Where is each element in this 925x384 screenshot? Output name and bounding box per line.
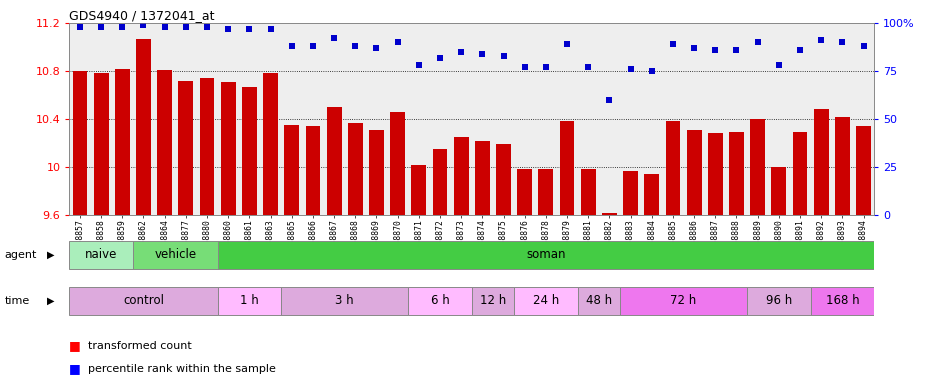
Bar (327, 107, 341, 215)
Bar (814, 109, 829, 215)
Text: agent: agent (5, 250, 37, 260)
Bar (284, 125, 299, 215)
Text: soman: soman (526, 248, 565, 261)
Bar (729, 132, 744, 215)
Text: ■: ■ (69, 362, 81, 375)
Bar (179, 81, 193, 215)
Bar (433, 149, 448, 215)
Bar (835, 117, 850, 215)
Bar (472, 287, 514, 315)
Text: transformed count: transformed count (88, 341, 191, 351)
Bar (217, 241, 874, 269)
Text: time: time (5, 296, 30, 306)
Bar (69, 241, 133, 269)
Bar (221, 82, 236, 215)
Bar (69, 287, 217, 315)
Bar (157, 70, 172, 215)
Text: ▶: ▶ (47, 250, 55, 260)
Bar (408, 287, 472, 315)
Bar (686, 130, 701, 215)
Bar (645, 174, 660, 215)
Text: 96 h: 96 h (766, 294, 792, 307)
Bar (217, 287, 281, 315)
Text: ■: ■ (69, 339, 81, 352)
Bar (136, 39, 151, 215)
Text: control: control (123, 294, 164, 307)
Bar (793, 132, 808, 215)
Bar (263, 73, 278, 215)
Bar (115, 69, 130, 215)
Bar (708, 134, 722, 215)
Bar (771, 167, 786, 215)
Text: GDS4940 / 1372041_at: GDS4940 / 1372041_at (68, 9, 214, 22)
Text: naive: naive (85, 248, 117, 261)
Bar (750, 119, 765, 215)
Bar (623, 170, 638, 215)
Bar (538, 169, 553, 215)
Bar (581, 169, 596, 215)
Bar (93, 73, 108, 215)
Bar (475, 141, 489, 215)
Bar (133, 241, 217, 269)
Text: 168 h: 168 h (825, 294, 859, 307)
Bar (390, 112, 405, 215)
Text: 3 h: 3 h (336, 294, 354, 307)
Text: percentile rank within the sample: percentile rank within the sample (88, 364, 276, 374)
Bar (412, 165, 426, 215)
Text: ▶: ▶ (47, 296, 55, 306)
Bar (369, 130, 384, 215)
Text: 6 h: 6 h (431, 294, 450, 307)
Text: 12 h: 12 h (480, 294, 506, 307)
Bar (517, 169, 532, 215)
Bar (242, 87, 257, 215)
Bar (560, 121, 574, 215)
Bar (200, 78, 215, 215)
Bar (665, 121, 681, 215)
Text: 48 h: 48 h (586, 294, 611, 307)
Bar (810, 287, 874, 315)
Bar (305, 126, 320, 215)
Bar (72, 71, 87, 215)
Text: 1 h: 1 h (240, 294, 259, 307)
Bar (496, 144, 511, 215)
Bar (281, 287, 408, 315)
Bar (454, 137, 469, 215)
Bar (514, 287, 577, 315)
Text: vehicle: vehicle (154, 248, 196, 261)
Bar (348, 122, 363, 215)
Text: 72 h: 72 h (671, 294, 697, 307)
Bar (602, 213, 617, 215)
Bar (857, 126, 871, 215)
Bar (577, 287, 620, 315)
Bar (747, 287, 810, 315)
Text: 24 h: 24 h (533, 294, 559, 307)
Bar (620, 287, 747, 315)
